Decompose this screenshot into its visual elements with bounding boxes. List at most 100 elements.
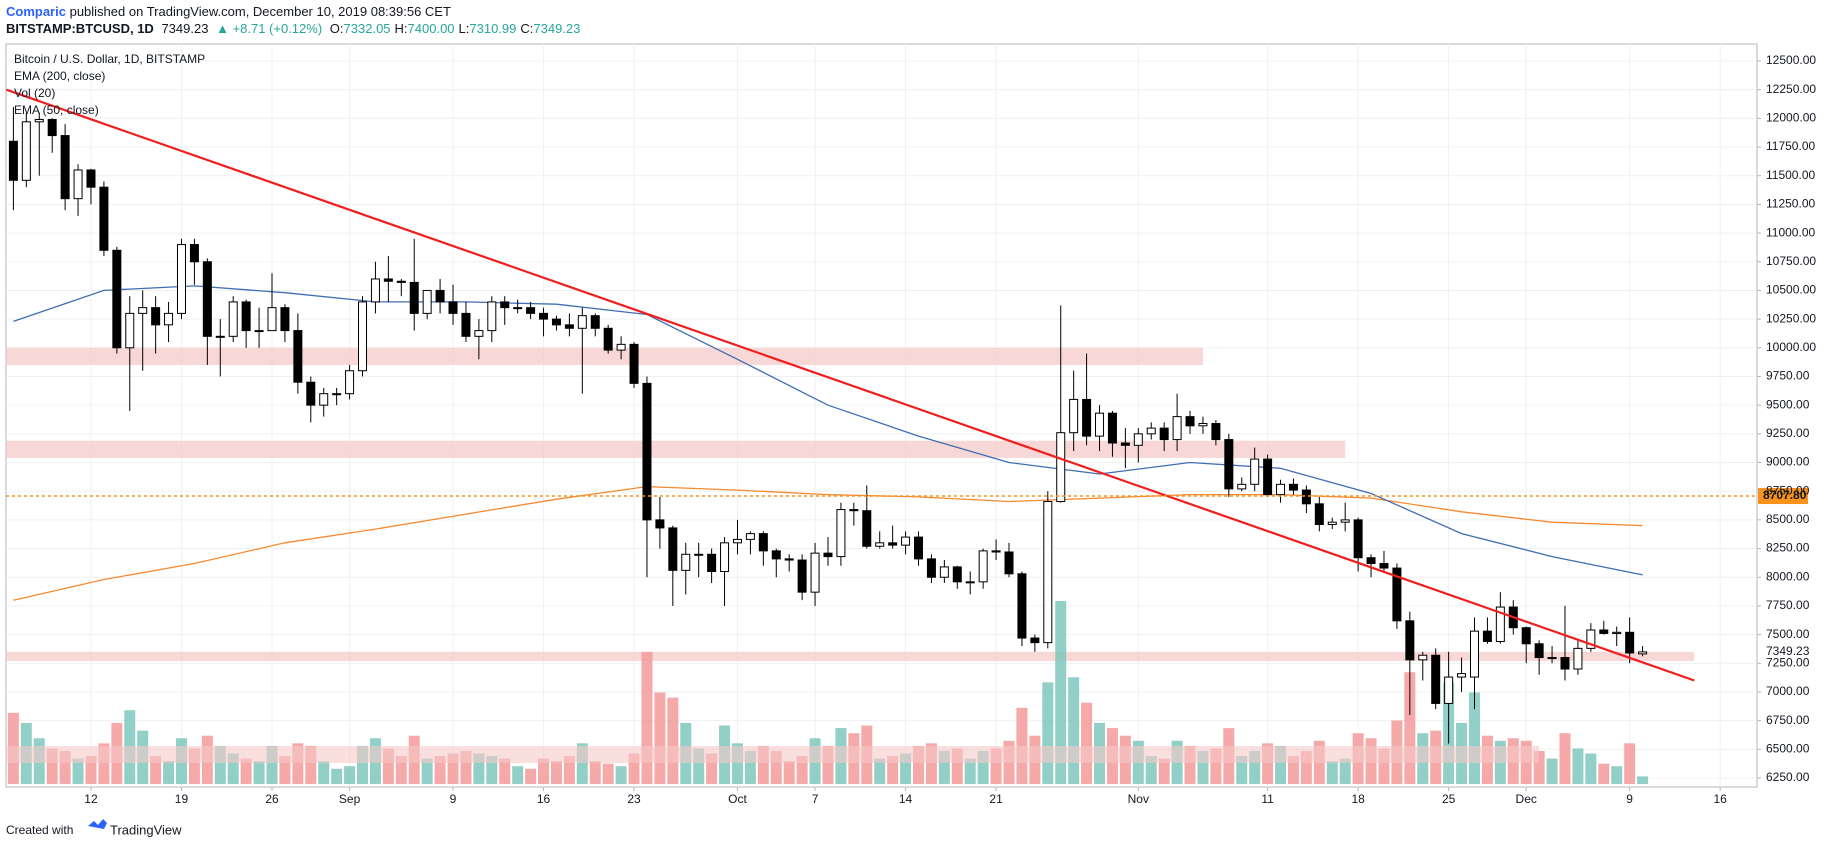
volume-bar <box>654 692 666 784</box>
candle-body <box>1043 501 1053 644</box>
candle-body <box>47 119 57 137</box>
ohlc-value: 7310.99 <box>469 21 517 36</box>
y-tick-label: 6750.00 <box>1766 713 1810 727</box>
legend-entry: Vol (20) <box>14 86 55 100</box>
volume-bar <box>344 766 356 784</box>
last-price-tag <box>1758 643 1808 660</box>
y-tick-label: 9500.00 <box>1766 397 1810 411</box>
ohlc: O:7332.05 H:7400.00 L:7310.99 C:7349.23 <box>330 21 585 36</box>
x-tick-label: 26 <box>265 792 279 806</box>
volume-bar <box>266 745 278 784</box>
candle-body <box>1159 427 1169 441</box>
volume-bar <box>1559 733 1571 784</box>
y-tick-label: 11500.00 <box>1766 168 1815 182</box>
candle-body <box>888 542 898 546</box>
y-tick-label: 9000.00 <box>1766 455 1810 469</box>
ohlc-value: 7349.23 <box>533 21 581 36</box>
candle-body <box>396 280 406 283</box>
y-tick-label: 10500.00 <box>1766 283 1816 297</box>
candle-body <box>1146 427 1156 435</box>
candle-body <box>332 393 342 396</box>
candle-body <box>34 119 44 123</box>
x-tick-label: Dec <box>1516 792 1537 806</box>
volume-bar <box>318 761 330 784</box>
x-tick-label: Oct <box>728 792 747 806</box>
volume-bar <box>602 763 614 784</box>
publish-line: Comparic published on TradingView.com, D… <box>6 4 455 19</box>
x-tick-label: 12 <box>84 792 98 806</box>
legend-entry: EMA (200, close) <box>14 69 105 83</box>
ohlc-value: 7332.05 <box>343 21 391 36</box>
volume-bar <box>395 756 407 784</box>
volume-bar <box>1081 702 1093 784</box>
volume-bar <box>1158 758 1170 784</box>
y-tick-label: 9750.00 <box>1766 369 1810 383</box>
candle-body <box>745 533 755 540</box>
candle-body <box>1431 654 1441 704</box>
candle-body <box>771 550 781 560</box>
volume-bar <box>421 758 433 784</box>
candle-body <box>1056 432 1066 503</box>
volume-bar <box>1624 743 1636 784</box>
candle-body <box>1638 651 1648 655</box>
volume-bar <box>1546 758 1558 784</box>
candle-body <box>849 509 859 512</box>
volume-bar <box>1378 748 1390 784</box>
volume-bar <box>1016 707 1028 784</box>
candle-body <box>1599 629 1609 634</box>
author[interactable]: Comparic <box>6 4 66 19</box>
candle-body <box>21 121 31 181</box>
candle-body <box>732 538 742 544</box>
volume-bar <box>227 753 239 784</box>
change: ▲ +8.71 (+0.12%) <box>216 21 323 36</box>
volume-bar <box>641 651 653 784</box>
candle-body <box>642 382 652 521</box>
candle-body <box>1030 637 1040 644</box>
candle-body <box>603 327 613 351</box>
volume-bar <box>576 743 588 784</box>
y-tick-label: 10750.00 <box>1766 254 1816 268</box>
candle-body <box>707 553 717 573</box>
candle-body <box>1547 657 1557 660</box>
candle-body <box>590 315 600 329</box>
y-tick-label: 6250.00 <box>1766 770 1810 784</box>
volume-bar <box>98 743 110 784</box>
candle-body <box>409 281 419 314</box>
y-tick-label: 11750.00 <box>1766 139 1815 153</box>
candle-body <box>836 509 846 558</box>
volume-bar <box>473 753 485 784</box>
volume-bar <box>589 761 601 784</box>
zone <box>6 440 1346 458</box>
x-tick-label: 23 <box>627 792 641 806</box>
volume-bar <box>1210 748 1222 784</box>
x-tick-label: 9 <box>450 792 457 806</box>
volume-bar <box>1262 743 1274 784</box>
y-tick-label: 12000.00 <box>1766 111 1816 125</box>
candle-body <box>1301 489 1311 505</box>
candle-body <box>1379 562 1389 569</box>
candle-body <box>112 249 122 349</box>
volume-zone <box>6 746 1539 763</box>
candle-body <box>1198 423 1208 427</box>
volume-bar <box>925 743 937 784</box>
volume-bar <box>1145 756 1157 784</box>
published: published on TradingView.com, December 1… <box>69 4 451 19</box>
volume-bar <box>951 748 963 784</box>
x-tick-label: 14 <box>899 792 913 806</box>
y-tick-label: 7750.00 <box>1766 598 1810 612</box>
footer-brand[interactable]: TradingView <box>110 822 182 837</box>
candle-body <box>1482 630 1492 642</box>
candle-body <box>901 536 911 546</box>
volume-bar <box>874 758 886 784</box>
candle-body <box>474 330 484 337</box>
volume-bar <box>46 748 58 784</box>
logo <box>88 819 107 829</box>
candle-body <box>1237 483 1247 490</box>
candle-body <box>1366 557 1376 564</box>
volume-bar <box>1197 750 1209 784</box>
volume-bar <box>744 750 756 784</box>
candle-body <box>293 330 303 383</box>
candle-body <box>60 135 70 200</box>
candle-body <box>1418 654 1428 661</box>
